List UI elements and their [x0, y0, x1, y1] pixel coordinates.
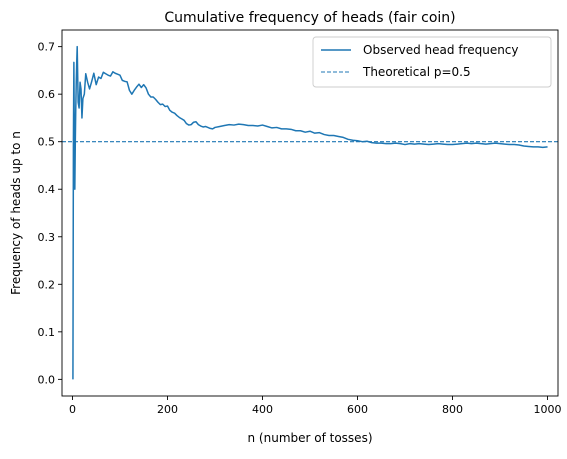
y-tick-label: 0.1: [38, 326, 56, 339]
legend-box: [312, 36, 552, 88]
observed-frequency-line: [72, 45, 548, 380]
x-tick-label: 1000: [534, 403, 562, 416]
axes-frame: [61, 29, 559, 397]
x-axis: 0 200 400 600 800 1000: [69, 396, 562, 416]
x-tick-label: 800: [442, 403, 463, 416]
plot-area: [62, 45, 558, 380]
y-tick-label: 0.5: [38, 136, 56, 149]
y-axis-label: Frequency of heads up to n: [9, 131, 23, 295]
y-axis: 0.0 0.1 0.2 0.3 0.4 0.5 0.6 0.7: [38, 41, 62, 386]
legend: Observed head frequency Theoretical p=0.…: [312, 36, 552, 88]
y-tick-label: 0.3: [38, 231, 56, 244]
x-axis-label: n (number of tosses): [248, 431, 373, 445]
chart-title: Cumulative frequency of heads (fair coin…: [164, 10, 455, 26]
y-tick-label: 0.2: [38, 278, 56, 291]
x-tick-label: 400: [252, 403, 273, 416]
y-tick-label: 0.7: [38, 41, 56, 54]
x-tick-label: 200: [157, 403, 178, 416]
x-tick-label: 0: [69, 403, 76, 416]
y-tick-label: 0.4: [38, 183, 56, 196]
legend-label-theoretical: Theoretical p=0.5: [362, 65, 471, 79]
legend-label-observed: Observed head frequency: [363, 43, 519, 57]
y-tick-label: 0.0: [38, 373, 56, 386]
x-tick-label: 600: [347, 403, 368, 416]
y-tick-label: 0.6: [38, 88, 56, 101]
